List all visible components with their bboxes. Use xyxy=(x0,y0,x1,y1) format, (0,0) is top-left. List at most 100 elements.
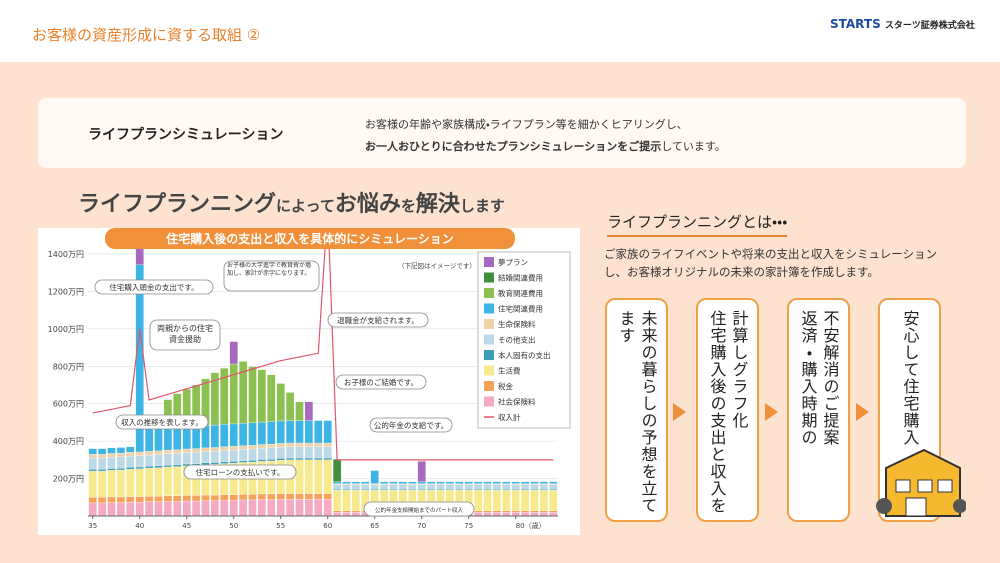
bar-segment xyxy=(220,500,229,517)
bar-segment xyxy=(332,490,342,511)
bar-segment xyxy=(220,367,229,425)
bar-segment xyxy=(342,512,351,517)
bar-segment xyxy=(154,428,163,452)
intro-text: お一人おひとりに合わせたプランシミュレーションをご提示しています。 xyxy=(365,138,726,154)
bar-segment xyxy=(323,420,332,444)
bar-segment xyxy=(154,467,163,497)
bar-segment xyxy=(201,500,210,517)
bar-segment xyxy=(342,490,351,511)
bar-segment xyxy=(126,455,135,468)
bar-segment xyxy=(285,457,295,461)
bar-segment xyxy=(201,447,210,452)
bar-segment xyxy=(88,457,97,470)
bar-segment xyxy=(295,459,304,494)
bar-segment xyxy=(361,484,370,490)
annotation-text: 住宅購入頭金の支出です。 xyxy=(109,282,198,292)
bar-segment xyxy=(502,481,511,484)
bar-segment xyxy=(229,494,238,501)
annotation: 両親からの住宅資金援助 xyxy=(157,324,213,344)
annotation-box xyxy=(94,279,214,295)
bar-segment xyxy=(370,484,379,490)
bar-segment xyxy=(182,448,191,453)
bar-segment xyxy=(314,420,323,444)
step-card: 住宅購入後の支出と収入を 計算しグラフ化 xyxy=(696,298,759,522)
bar-segment xyxy=(173,501,182,517)
bar-segment xyxy=(116,467,126,471)
bar-segment xyxy=(144,428,154,452)
bar-segment xyxy=(116,456,126,469)
annotation-text: 両親からの住宅資金援助 xyxy=(157,324,213,344)
annotation-box xyxy=(335,374,427,390)
bar-segment xyxy=(154,465,163,468)
bar-segment xyxy=(116,447,126,454)
bar-segment xyxy=(483,484,492,490)
bar-segment xyxy=(314,459,323,494)
bar-segment xyxy=(417,461,426,482)
bar-segment xyxy=(210,500,220,517)
bar-segment xyxy=(342,484,351,490)
bar-segment xyxy=(530,490,539,511)
x-tick-label: 70 xyxy=(417,522,426,530)
bar-segment xyxy=(520,481,530,484)
bar-segment xyxy=(191,500,201,517)
bar-segment xyxy=(163,453,173,466)
bar-segment xyxy=(379,481,389,484)
annotation-text: お子様の大学進学で教育費が増加し、家計が赤字になります。 xyxy=(227,262,312,277)
bar-segment xyxy=(351,481,361,484)
bar-segment xyxy=(530,484,539,490)
bar-segment xyxy=(154,454,163,466)
bar-segment xyxy=(126,496,135,503)
annotation-text: 公的年金支給開始までのパート収入 xyxy=(375,506,464,514)
x-tick-label: 60 xyxy=(323,522,332,530)
bar-segment xyxy=(163,495,173,502)
bar-segment xyxy=(88,454,97,459)
bar-segment xyxy=(88,470,97,498)
legend-label: 税金 xyxy=(498,381,513,391)
step-card: 返済・購入時期の 不安解消のご提案 xyxy=(787,298,850,522)
bar-segment xyxy=(520,510,530,513)
header-bar xyxy=(0,0,1000,62)
bar-segment xyxy=(398,481,408,484)
bar-segment xyxy=(473,512,483,517)
bar-segment xyxy=(549,512,558,517)
bar-segment xyxy=(304,446,314,459)
income-line xyxy=(92,239,554,461)
bar-segment xyxy=(201,462,210,465)
bar-segment xyxy=(238,499,248,517)
x-tick-label: 40 xyxy=(135,522,144,530)
bar-segment xyxy=(389,484,398,490)
bar-segment xyxy=(436,481,445,484)
bar-segment xyxy=(220,461,229,464)
bar-segment xyxy=(295,446,304,459)
bar-segment xyxy=(502,484,511,490)
bar-segment xyxy=(295,457,304,461)
bar-segment xyxy=(238,361,248,424)
bar-segment xyxy=(144,496,154,502)
bar-segment xyxy=(97,470,107,498)
y-tick-label: 200万円 xyxy=(53,475,84,484)
headline-part: 解決 xyxy=(415,192,460,217)
y-tick-label: 1000万円 xyxy=(48,325,84,334)
bar-segment xyxy=(191,426,201,449)
bar-segment xyxy=(257,459,267,462)
bar-segment xyxy=(107,457,116,469)
bar-segment xyxy=(379,484,389,490)
bar-segment xyxy=(97,454,107,459)
x-tick-label: 75 xyxy=(464,522,473,530)
bar-segment xyxy=(276,446,285,459)
bar-segment xyxy=(426,481,436,484)
bar-segment xyxy=(511,484,520,490)
bar-segment xyxy=(144,466,154,469)
bar-segment xyxy=(154,496,163,502)
x-tick-label: 45 xyxy=(182,522,191,530)
step-card: 未来の暮らしの予想を立てます xyxy=(605,298,668,522)
arrow xyxy=(673,403,686,421)
bar-segment xyxy=(144,451,154,456)
bar-segment xyxy=(257,421,267,445)
bar-segment xyxy=(173,466,182,496)
bar-segment xyxy=(210,494,220,501)
legend-swatch xyxy=(484,350,494,360)
bar-segment xyxy=(473,481,483,484)
y-tick-label: 800万円 xyxy=(53,362,84,371)
bar-segment xyxy=(126,446,135,453)
